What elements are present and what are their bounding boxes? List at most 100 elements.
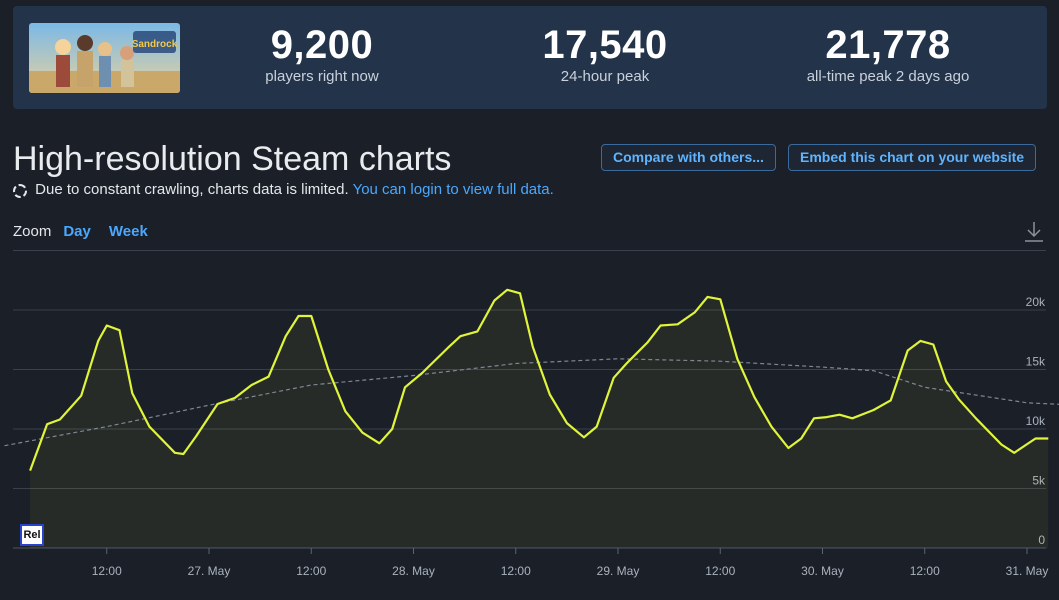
peak-24h-label: 24-hour peak [505, 68, 705, 85]
y-tick-label: 10k [1026, 414, 1046, 428]
data-point[interactable] [421, 372, 423, 374]
game-thumbnail[interactable]: Sandrock [29, 23, 180, 93]
zoom-day-button[interactable]: Day [63, 223, 91, 240]
data-point[interactable] [297, 315, 299, 317]
data-point[interactable] [1000, 443, 1002, 445]
x-tick-label: 12:00 [705, 564, 735, 578]
data-point[interactable] [59, 418, 61, 420]
data-point[interactable] [647, 341, 649, 343]
zoom-label: Zoom [13, 223, 51, 240]
rel-badge[interactable]: Rel [20, 524, 44, 546]
data-point[interactable] [148, 425, 150, 427]
data-point[interactable] [493, 299, 495, 301]
data-point[interactable] [250, 384, 252, 386]
all-time-peak-value: 21,778 [773, 23, 1003, 67]
data-point[interactable] [46, 423, 48, 425]
data-point[interactable] [344, 410, 346, 412]
page-title: High-resolution Steam charts [13, 140, 451, 179]
data-point[interactable] [310, 315, 312, 317]
data-point[interactable] [932, 343, 934, 345]
data-point[interactable] [838, 414, 840, 416]
data-point[interactable] [1047, 437, 1049, 439]
data-point[interactable] [800, 437, 802, 439]
data-point[interactable] [1013, 452, 1015, 454]
data-point[interactable] [519, 292, 521, 294]
data-point[interactable] [106, 324, 108, 326]
data-point[interactable] [285, 335, 287, 337]
data-point[interactable] [945, 380, 947, 382]
data-point[interactable] [872, 409, 874, 411]
compare-button[interactable]: Compare with others... [601, 144, 776, 171]
loading-spinner-icon [13, 184, 27, 198]
data-point[interactable] [613, 377, 615, 379]
current-players-label: players right now [222, 68, 422, 85]
x-tick-label: 29. May [597, 564, 640, 578]
data-point[interactable] [706, 296, 708, 298]
game-logo-text: Sandrock [132, 39, 178, 50]
embed-chart-button[interactable]: Embed this chart on your website [788, 144, 1036, 171]
data-point[interactable] [625, 362, 627, 364]
data-point[interactable] [532, 346, 534, 348]
data-point[interactable] [736, 358, 738, 360]
data-point[interactable] [919, 340, 921, 342]
data-point[interactable] [378, 442, 380, 444]
x-tick-label: 28. May [392, 564, 435, 578]
data-point[interactable] [549, 393, 551, 395]
data-point[interactable] [890, 399, 892, 401]
data-point[interactable] [694, 311, 696, 313]
data-point[interactable] [659, 324, 661, 326]
data-point[interactable] [361, 431, 363, 433]
data-point[interactable] [404, 386, 406, 388]
stats-header: Sandrock 9,200 players right now 17,540 … [13, 6, 1047, 109]
data-point[interactable] [958, 398, 960, 400]
login-link[interactable]: You can login to view full data. [353, 181, 554, 198]
data-point[interactable] [787, 447, 789, 449]
data-point[interactable] [506, 289, 508, 291]
data-point[interactable] [195, 435, 197, 437]
data-point[interactable] [216, 403, 218, 405]
data-point[interactable] [476, 330, 478, 332]
data-point[interactable] [459, 335, 461, 337]
data-point[interactable] [174, 452, 176, 454]
data-point[interactable] [131, 392, 133, 394]
zoom-week-button[interactable]: Week [109, 223, 148, 240]
data-point[interactable] [267, 375, 269, 377]
data-point[interactable] [813, 417, 815, 419]
data-point[interactable] [770, 425, 772, 427]
players-area [30, 290, 1048, 548]
data-point[interactable] [826, 416, 828, 418]
data-point[interactable] [719, 298, 721, 300]
x-tick-label: 30. May [801, 564, 844, 578]
data-point[interactable] [182, 453, 184, 455]
all-time-peak-label: all-time peak 2 days ago [773, 68, 1003, 85]
data-point[interactable] [566, 422, 568, 424]
x-tick-label: 12:00 [296, 564, 326, 578]
data-point[interactable] [583, 436, 585, 438]
data-point[interactable] [596, 425, 598, 427]
data-point[interactable] [80, 395, 82, 397]
notice-text: Due to constant crawling, charts data is… [35, 181, 348, 198]
data-point[interactable] [975, 417, 977, 419]
current-players-value: 9,200 [222, 23, 422, 67]
data-point[interactable] [118, 329, 120, 331]
all-time-peak-stat: 21,778 all-time peak 2 days ago [773, 23, 1003, 85]
data-point[interactable] [29, 469, 31, 471]
y-tick-label: 15k [1026, 355, 1046, 369]
x-tick-label: 12:00 [910, 564, 940, 578]
download-icon[interactable] [1024, 221, 1044, 243]
data-point[interactable] [1034, 437, 1036, 439]
data-point[interactable] [446, 347, 448, 349]
data-point[interactable] [97, 340, 99, 342]
x-tick-label: 27. May [188, 564, 231, 578]
data-point[interactable] [391, 428, 393, 430]
peak-24h-value: 17,540 [505, 23, 705, 67]
zoom-controls: Zoom Day Week [13, 223, 148, 240]
data-point[interactable] [676, 323, 678, 325]
data-point[interactable] [851, 417, 853, 419]
data-point[interactable] [233, 397, 235, 399]
data-point[interactable] [907, 349, 909, 351]
data-point[interactable] [327, 368, 329, 370]
data-point[interactable] [753, 396, 755, 398]
